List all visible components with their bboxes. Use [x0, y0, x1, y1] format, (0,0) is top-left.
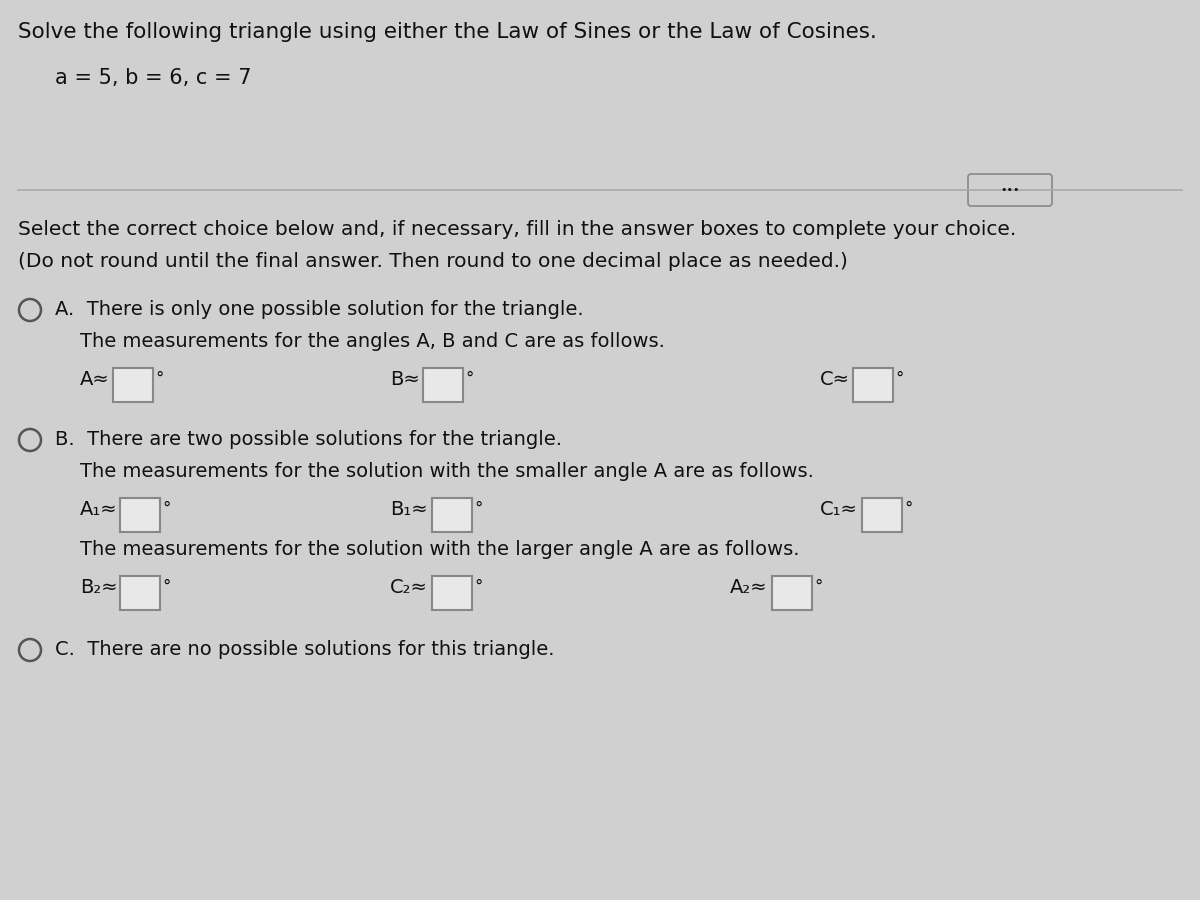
- Text: °: °: [474, 500, 482, 518]
- Circle shape: [19, 429, 41, 451]
- Text: The measurements for the solution with the larger angle A are as follows.: The measurements for the solution with t…: [80, 540, 799, 559]
- Text: Select the correct choice below and, if necessary, fill in the answer boxes to c: Select the correct choice below and, if …: [18, 220, 1016, 239]
- Text: The measurements for the angles A, B and C are as follows.: The measurements for the angles A, B and…: [80, 332, 665, 351]
- Circle shape: [19, 639, 41, 661]
- Text: (Do not round until the final answer. Then round to one decimal place as needed.: (Do not round until the final answer. Th…: [18, 252, 848, 271]
- Text: The measurements for the solution with the smaller angle A are as follows.: The measurements for the solution with t…: [80, 462, 814, 481]
- FancyBboxPatch shape: [120, 576, 160, 610]
- FancyBboxPatch shape: [432, 576, 472, 610]
- Text: C₂≈: C₂≈: [390, 578, 428, 597]
- Text: °: °: [162, 500, 170, 518]
- Text: °: °: [162, 578, 170, 596]
- Text: Solve the following triangle using either the Law of Sines or the Law of Cosines: Solve the following triangle using eithe…: [18, 22, 877, 42]
- Text: a = 5, b = 6, c = 7: a = 5, b = 6, c = 7: [55, 68, 252, 88]
- Text: B₁≈: B₁≈: [390, 500, 427, 519]
- Text: A₂≈: A₂≈: [730, 578, 768, 597]
- Text: B₂≈: B₂≈: [80, 578, 118, 597]
- Text: C₁≈: C₁≈: [820, 500, 858, 519]
- Text: •••: •••: [1001, 185, 1020, 195]
- FancyBboxPatch shape: [113, 368, 154, 402]
- Circle shape: [19, 299, 41, 321]
- FancyBboxPatch shape: [432, 498, 472, 532]
- Text: °: °: [155, 370, 163, 388]
- Text: B≈: B≈: [390, 370, 420, 389]
- FancyBboxPatch shape: [120, 498, 160, 532]
- Text: °: °: [466, 370, 473, 388]
- Text: C.  There are no possible solutions for this triangle.: C. There are no possible solutions for t…: [55, 640, 554, 659]
- FancyBboxPatch shape: [853, 368, 893, 402]
- Text: C≈: C≈: [820, 370, 850, 389]
- FancyBboxPatch shape: [862, 498, 902, 532]
- FancyBboxPatch shape: [424, 368, 463, 402]
- Text: °: °: [904, 500, 912, 518]
- FancyBboxPatch shape: [772, 576, 812, 610]
- Text: °: °: [895, 370, 904, 388]
- Text: °: °: [474, 578, 482, 596]
- Text: B.  There are two possible solutions for the triangle.: B. There are two possible solutions for …: [55, 430, 562, 449]
- Text: A₁≈: A₁≈: [80, 500, 118, 519]
- Text: °: °: [814, 578, 822, 596]
- Text: A≈: A≈: [80, 370, 109, 389]
- FancyBboxPatch shape: [968, 174, 1052, 206]
- Text: A.  There is only one possible solution for the triangle.: A. There is only one possible solution f…: [55, 300, 583, 319]
